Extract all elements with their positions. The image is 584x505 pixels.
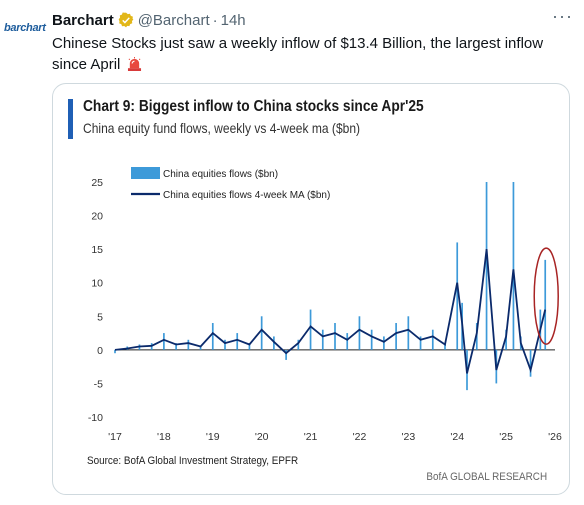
title-accent-bar [68, 99, 73, 139]
x-tick-label: '20 [255, 431, 269, 443]
x-tick-label: '17 [108, 431, 122, 443]
verified-badge-icon [118, 12, 134, 28]
chart-subtitle: China equity fund flows, weekly vs 4-wee… [83, 120, 361, 136]
flow-bar [114, 349, 116, 354]
tweet-text: Chinese Stocks just saw a weekly inflow … [52, 33, 572, 75]
y-tick-label: 20 [91, 211, 103, 223]
x-tick-label: '21 [304, 431, 318, 443]
y-tick-label: 0 [97, 345, 103, 357]
chart-title: Chart 9: Biggest inflow to China stocks … [83, 98, 424, 115]
author-name[interactable]: Barchart [52, 11, 114, 29]
flow-bar [485, 182, 488, 350]
flow-bar [407, 316, 410, 350]
more-dots-icon[interactable]: ··· [552, 6, 573, 26]
flow-bar [512, 182, 515, 350]
x-tick-label: '18 [157, 431, 171, 443]
flow-bar [309, 309, 312, 350]
police-siren-icon [127, 57, 141, 71]
x-tick-label: '25 [499, 431, 513, 443]
flow-bar [260, 316, 263, 350]
y-tick-label: 10 [91, 278, 103, 290]
flow-bar [187, 339, 190, 350]
x-tick-label: '19 [206, 431, 220, 443]
x-tick-label: '24 [450, 431, 464, 443]
legend-swatch-flows [131, 167, 160, 179]
chart-brand: BofA GLOBAL RESEARCH [426, 471, 547, 483]
flow-bar [370, 329, 373, 350]
flow-bar [248, 343, 251, 350]
x-tick-label: '22 [353, 431, 367, 443]
flow-bar [321, 329, 324, 350]
flow-bar [224, 339, 226, 350]
flow-bar [505, 329, 507, 350]
y-tick-label: 25 [91, 177, 103, 189]
flow-bar [236, 333, 239, 350]
flow-bar [273, 336, 275, 350]
avatar[interactable]: barchart [4, 22, 46, 34]
flow-bar [346, 333, 349, 350]
flow-bar [297, 339, 300, 350]
chart-svg: 25 20 15 10 5 0 -5 -10 '17 '18 '19 '20 '21 '22 '23 '24 '… [68, 99, 562, 443]
timestamp[interactable]: 14h [220, 11, 246, 29]
ma-line [114, 248, 547, 374]
y-tick-label: -10 [88, 412, 103, 424]
flow-bar [383, 336, 385, 350]
flow-bar [456, 242, 459, 350]
tweet-body: Chinese Stocks just saw a weekly inflow … [52, 35, 544, 73]
separator: · [212, 11, 218, 29]
y-tick-label: -5 [94, 378, 103, 390]
flow-bar [544, 259, 547, 350]
highlight-ellipse [533, 247, 559, 345]
y-tick-label: 5 [97, 311, 103, 323]
flow-bar [431, 329, 434, 350]
author-handle[interactable]: @Barchart [137, 11, 210, 29]
flow-bar [419, 336, 422, 350]
flow-bar [529, 349, 532, 377]
tweet-header: Barchart @Barchart · 14h [52, 10, 246, 30]
chart-source: Source: BofA Global Investment Strategy,… [87, 455, 299, 467]
flow-bar [163, 333, 165, 350]
flow-bar [334, 323, 336, 350]
flow-bar [175, 343, 177, 350]
legend-label-ma: China equities flows 4-week MA ($bn) [163, 190, 330, 201]
legend-label-flows: China equities flows ($bn) [163, 169, 278, 180]
flow-bar [285, 349, 287, 360]
flow-bar [358, 316, 361, 350]
flow-bar [444, 343, 446, 350]
x-tick-label: '23 [401, 431, 415, 443]
flow-bar [199, 346, 202, 350]
y-tick-label: 15 [91, 244, 103, 256]
flow-bar [211, 323, 214, 350]
flow-bar [395, 323, 397, 350]
chart-card[interactable]: 25 20 15 10 5 0 -5 -10 '17 '18 '19 '20 '21 '22 '23 '24 '… [52, 83, 570, 495]
x-tick-label: '26 [548, 431, 562, 443]
